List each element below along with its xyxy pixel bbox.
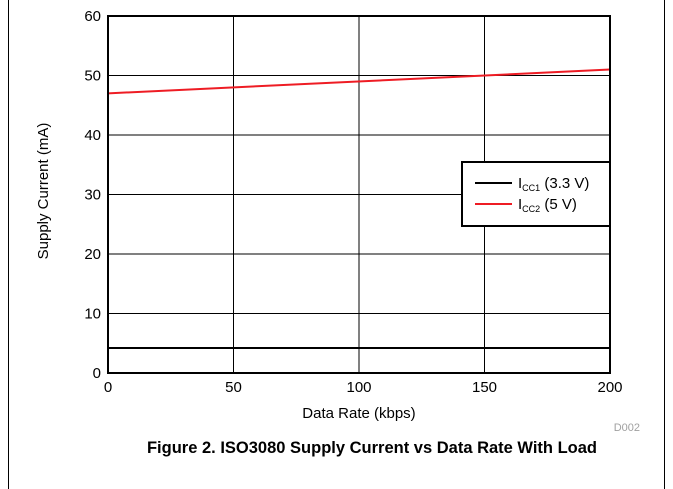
legend-label: ICC1 (3.3 V)	[518, 175, 589, 193]
x-tick-label: 200	[597, 379, 622, 396]
y-tick-label: 0	[93, 365, 101, 382]
y-tick-labels: 0 10 20 30 40 50 60	[84, 8, 101, 382]
series-line	[107, 68, 611, 95]
series-layer	[107, 68, 611, 350]
figure-caption: Figure 2. ISO3080 Supply Current vs Data…	[147, 439, 597, 457]
y-tick-label: 50	[84, 68, 101, 85]
legend-box	[461, 161, 611, 227]
x-tick-label: 50	[225, 379, 242, 396]
x-tick-label: 150	[472, 379, 497, 396]
x-tick-label: 100	[346, 379, 371, 396]
y-tick-label: 60	[84, 8, 101, 25]
figure-code-label: D002	[614, 422, 640, 434]
y-tick-label: 20	[84, 246, 101, 263]
y-tick-label: 10	[84, 306, 101, 323]
y-tick-label: 30	[84, 187, 101, 204]
x-axis-title: Data Rate (kbps)	[302, 405, 415, 422]
y-tick-label: 40	[84, 127, 101, 144]
x-tick-label: 0	[104, 379, 112, 396]
legend: ICC1 (3.3 V) ICC2 (5 V)	[461, 161, 611, 227]
legend-label: ICC2 (5 V)	[518, 196, 577, 214]
x-tick-labels: 0 50 100 150 200	[104, 379, 623, 396]
y-axis-title: Supply Current (mA)	[35, 123, 52, 260]
